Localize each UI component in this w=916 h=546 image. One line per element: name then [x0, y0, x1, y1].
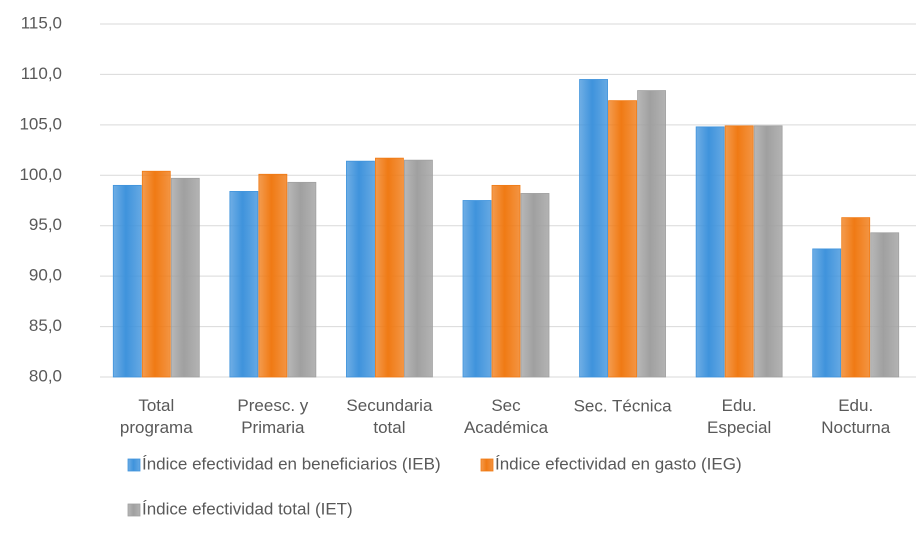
bar [812, 248, 842, 378]
bar [637, 90, 666, 378]
y-tick-label: 95,0 [29, 215, 62, 234]
bar [462, 200, 492, 378]
y-tick-label: 100,0 [19, 165, 62, 184]
bar [375, 157, 404, 378]
x-tick-label: Sec. Técnica [574, 396, 673, 415]
bar [870, 232, 900, 378]
legend-swatch [480, 458, 494, 472]
legend-label: Índice efectividad en gasto (IEG) [495, 454, 742, 473]
y-tick-label: 85,0 [29, 316, 62, 335]
bar [695, 126, 725, 378]
bar [520, 193, 550, 378]
bar [753, 125, 783, 378]
bar [112, 184, 142, 378]
bar [579, 79, 608, 378]
bar [491, 184, 521, 378]
y-tick-label: 90,0 [29, 266, 62, 285]
bar [141, 170, 171, 378]
bar [841, 217, 871, 378]
bar [724, 125, 754, 378]
legend-swatch [127, 458, 141, 472]
x-tick-label: Preesc. y Primaria [237, 396, 308, 437]
bar [404, 159, 433, 378]
x-tick-label: Secundaria total [346, 396, 433, 437]
bar [287, 181, 317, 378]
bar [608, 100, 637, 378]
legend-swatch [127, 503, 141, 517]
x-tick-label: Sec Académica [464, 396, 549, 437]
y-tick-label: 105,0 [19, 114, 62, 133]
bar [170, 177, 200, 378]
legend-label: Índice efectividad total (IET) [142, 499, 353, 518]
bar [229, 191, 259, 378]
y-tick-label: 115,0 [21, 13, 62, 32]
legend-label: Índice efectividad en beneficiarios (IEB… [142, 454, 441, 473]
y-tick-label: 110,0 [21, 64, 62, 83]
x-tick-label: Edu. Especial [707, 396, 771, 437]
x-tick-label: Total programa [120, 396, 193, 437]
bar [258, 173, 288, 378]
y-tick-label: 80,0 [29, 366, 62, 385]
x-tick-label: Edu. Nocturna [821, 396, 891, 437]
bar [346, 160, 375, 378]
